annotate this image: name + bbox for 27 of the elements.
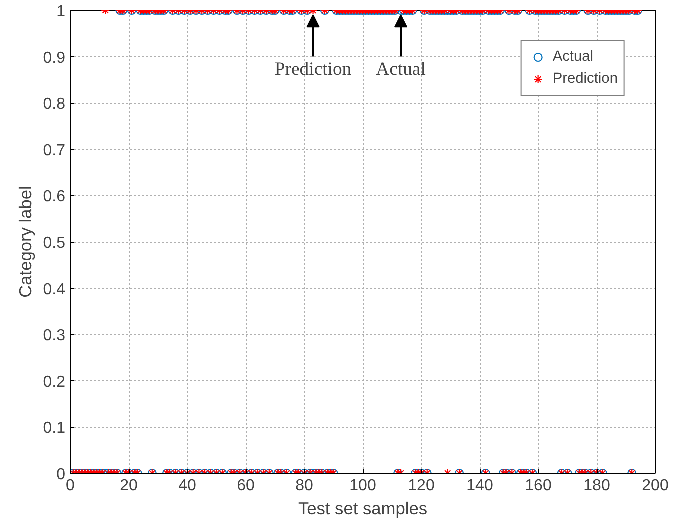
x-tick-label: 80 [296, 478, 314, 494]
annotation: Prediction [274, 59, 352, 80]
y-axis-title: Category label [15, 186, 36, 298]
legend-label: Actual [552, 49, 594, 65]
y-tick-label: 0.2 [43, 374, 66, 391]
x-tick-label: 100 [350, 478, 376, 494]
y-tick-label: 0.6 [43, 188, 66, 206]
y-tick-label: 0.5 [43, 235, 66, 252]
x-tick-label: 160 [525, 478, 552, 494]
x-tick-label: 60 [237, 478, 255, 494]
y-tick-label: 0.9 [43, 50, 66, 67]
y-tick-label: 0.8 [43, 96, 66, 114]
x-axis-title: Test set samples [298, 498, 428, 518]
x-tick-label: 120 [408, 478, 435, 494]
annotation: Actual [376, 59, 426, 80]
legend-label: Prediction [552, 71, 618, 87]
y-tick-label: 0 [56, 466, 66, 484]
x-tick-label: 140 [466, 478, 494, 494]
x-tick-label: 200 [642, 478, 669, 494]
y-tick-label: 1 [56, 4, 66, 20]
y-tick-label: 0.1 [43, 420, 66, 438]
y-tick-label: 0.4 [43, 281, 66, 298]
x-tick-label: 40 [178, 478, 196, 494]
y-tick-label: 0.3 [43, 328, 66, 345]
x-tick-label: 20 [120, 478, 138, 494]
x-tick-label: 180 [584, 478, 610, 494]
y-tick-label: 0.7 [43, 142, 66, 160]
